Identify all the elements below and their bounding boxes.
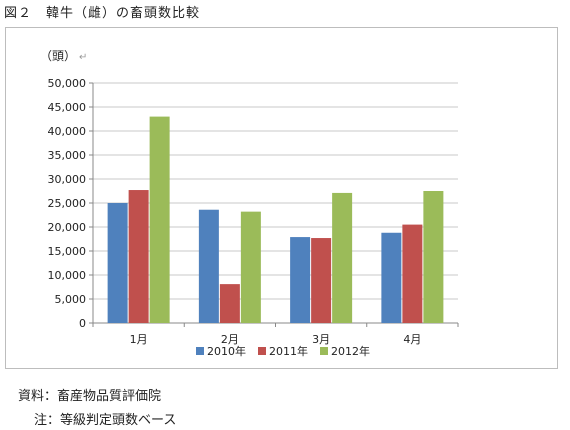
y-tick-label: 35,000 [48, 149, 87, 162]
legend-label: 2010年 [207, 344, 246, 358]
y-tick-label: 5,000 [55, 293, 87, 306]
y-tick-label: 25,000 [48, 197, 87, 210]
y-tick-label: 20,000 [48, 221, 87, 234]
y-tick-label: 15,000 [48, 245, 87, 258]
bar [149, 116, 170, 323]
unit-label: （頭） [40, 49, 77, 63]
footnote: 注：等級判定頭数ベース [34, 413, 177, 428]
bar [402, 224, 423, 323]
bar [332, 192, 353, 323]
legend-label: 2011年 [269, 344, 308, 358]
legend-swatch [196, 347, 204, 355]
y-tick-label: 10,000 [48, 269, 87, 282]
bar [128, 190, 149, 323]
x-tick-label: 3月 [312, 333, 330, 346]
bar [219, 284, 240, 323]
source-note: 資料：畜産物品質評価院 [18, 389, 162, 404]
x-tick-label: 4月 [403, 333, 421, 346]
legend-label: 2012年 [331, 344, 370, 358]
y-axis-unit: （頭） ↵ [40, 47, 87, 64]
y-tick-label: 45,000 [48, 101, 87, 114]
chart-frame [5, 27, 558, 369]
figure-title: 図２ 韓牛（雌）の畜頭数比較 [4, 6, 201, 21]
bar [423, 191, 444, 323]
bar [240, 211, 261, 323]
x-tick-label: 2月 [221, 333, 239, 346]
bar [311, 238, 332, 323]
y-tick-label: 50,000 [48, 77, 87, 90]
y-tick-label: 0 [79, 317, 86, 330]
legend-swatch [258, 347, 266, 355]
paragraph-mark-icon: ↵ [79, 52, 88, 63]
y-tick-label: 40,000 [48, 125, 87, 138]
bar [198, 209, 219, 323]
bar [290, 237, 311, 323]
bar [107, 203, 128, 323]
x-tick-label: 1月 [130, 333, 148, 346]
y-tick-label: 30,000 [48, 173, 87, 186]
bar [381, 232, 402, 323]
legend-swatch [320, 347, 328, 355]
